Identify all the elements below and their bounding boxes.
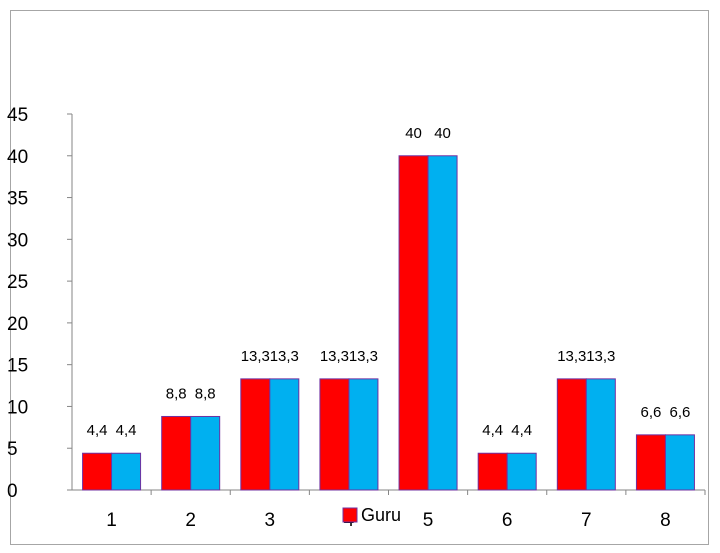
data-label-series-1-cat-4: 13,3 <box>320 348 349 365</box>
y-tick-label: 30 <box>7 230 28 251</box>
bar-series-2-cat-5 <box>427 155 458 491</box>
bar-series-1-cat-5 <box>398 155 429 491</box>
y-tick-label: 10 <box>7 397 28 418</box>
data-label-series-2-cat-5: 40 <box>434 125 451 142</box>
y-tick-label: 0 <box>7 481 18 502</box>
bar-series-2-cat-2 <box>190 415 221 491</box>
data-label-series-1-cat-5: 40 <box>405 125 422 142</box>
x-tick-label: 3 <box>265 510 276 531</box>
y-tick-label: 45 <box>7 105 28 126</box>
bar-series-2-cat-1 <box>111 452 142 491</box>
bar-series-2-cat-3 <box>269 378 300 491</box>
data-label-series-2-cat-7: 13,3 <box>586 348 615 365</box>
data-label-series-2-cat-3: 13,3 <box>270 348 299 365</box>
y-tick-label: 25 <box>7 272 28 293</box>
bar-series-1-cat-3 <box>240 378 271 491</box>
data-label-series-1-cat-6: 4,4 <box>482 422 503 439</box>
x-tick-label: 5 <box>423 510 434 531</box>
data-label-series-1-cat-1: 4,4 <box>87 422 108 439</box>
bars <box>82 155 695 491</box>
y-tick-label: 35 <box>7 189 28 210</box>
data-label-series-2-cat-8: 6,6 <box>670 404 691 421</box>
data-label-series-2-cat-2: 8,8 <box>195 385 216 402</box>
bar-series-1-cat-6 <box>477 452 508 491</box>
legend: Guru <box>342 505 401 525</box>
bar-series-2-cat-6 <box>506 452 537 491</box>
data-label-series-2-cat-6: 4,4 <box>511 422 532 439</box>
data-labels: 4,4 4,48,8 8,813,3 13,3 13,3 13,340 404,4 4,413… <box>87 125 691 439</box>
bar-series-2-cat-7 <box>585 378 616 491</box>
data-label-series-1-cat-3: 13,3 <box>241 348 270 365</box>
data-label-series-1-cat-2: 8,8 <box>166 385 187 402</box>
bar-series-1-cat-2 <box>161 415 192 491</box>
legend-label-guru: Guru <box>361 505 401 525</box>
x-tick-label: 8 <box>660 510 671 531</box>
data-label-series-1-cat-7: 13,3 <box>557 348 586 365</box>
x-tick-label: 1 <box>106 510 117 531</box>
y-tick-label: 15 <box>7 356 28 377</box>
y-tick-label: 5 <box>7 439 18 460</box>
data-label-series-2-cat-1: 4,4 <box>116 422 137 439</box>
bar-series-1-cat-4 <box>319 378 350 491</box>
y-tick-label: 40 <box>7 147 28 168</box>
x-tick-label: 7 <box>581 510 592 531</box>
bar-series-1-cat-7 <box>556 378 587 491</box>
bar-series-1-cat-1 <box>82 452 113 491</box>
x-tick-label: 2 <box>185 510 196 531</box>
bar-series-2-cat-8 <box>664 434 695 491</box>
legend-swatch-guru <box>342 507 358 523</box>
bar-series-2-cat-4 <box>348 378 379 491</box>
data-label-series-2-cat-4: 13,3 <box>349 348 378 365</box>
x-tick-label: 6 <box>502 510 513 531</box>
bar-series-1-cat-8 <box>635 434 666 491</box>
y-tick-label: 20 <box>7 314 28 335</box>
data-label-series-1-cat-8: 6,6 <box>641 404 662 421</box>
